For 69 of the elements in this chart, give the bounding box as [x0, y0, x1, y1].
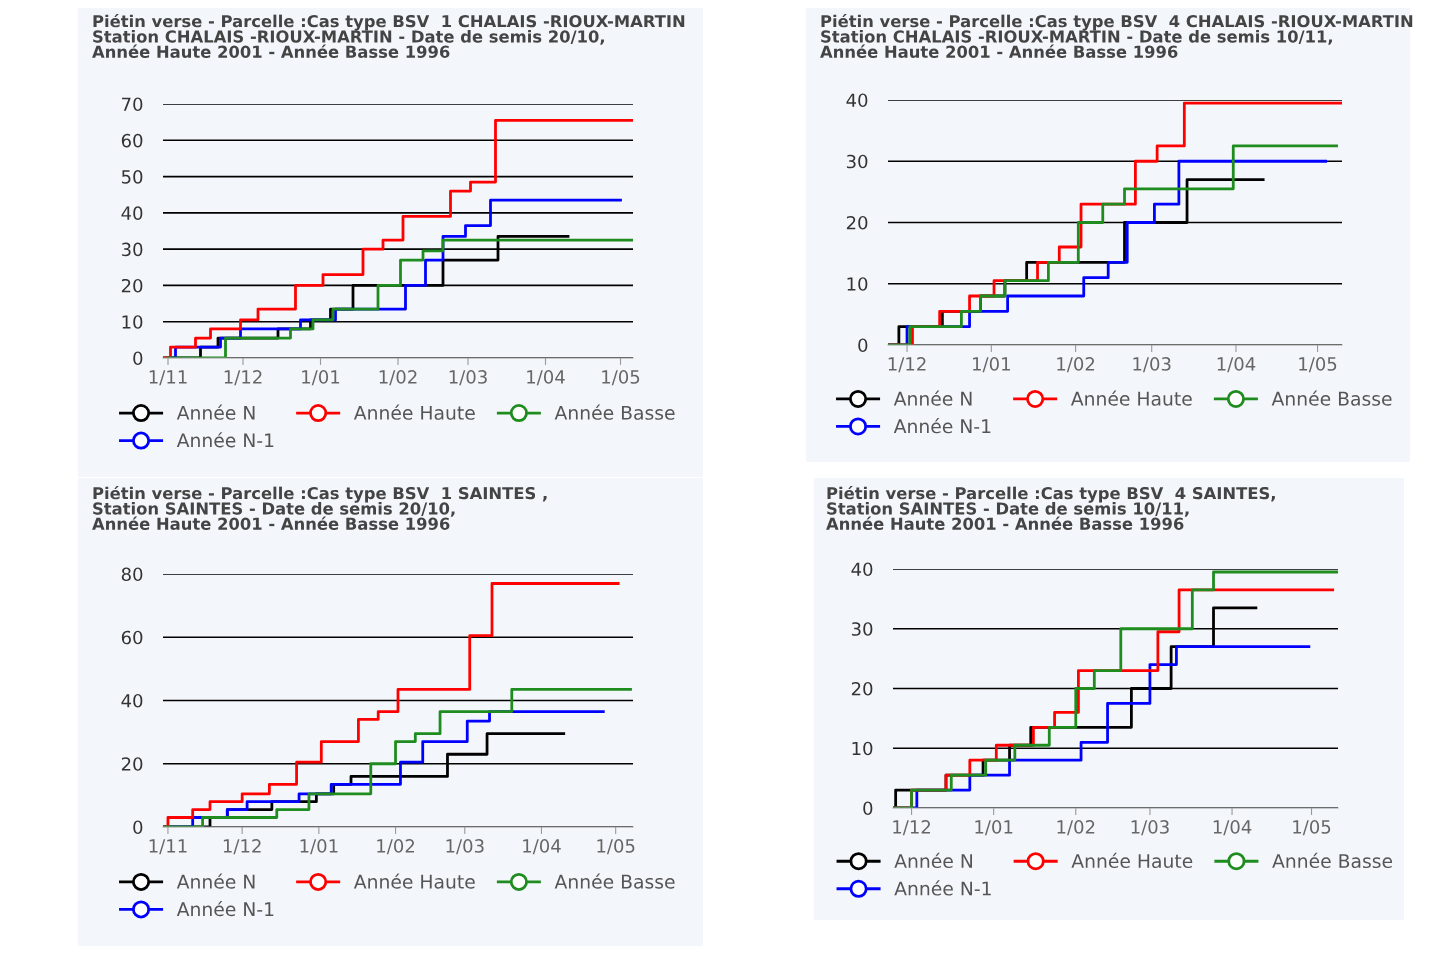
legend-label: Année N [893, 390, 972, 406]
x-tick-label: 1/01 [300, 839, 338, 855]
x-tick-label: 1/02 [379, 370, 417, 386]
legend-label: Année N [894, 852, 972, 869]
y-tick-label: 60 [121, 133, 143, 148]
x-tick-label: 1/02 [1057, 820, 1095, 836]
x-tick-label: 1/03 [449, 370, 487, 386]
y-tick-label: 0 [133, 820, 143, 835]
legend-label: Année Basse [554, 404, 675, 420]
x-tick-label: 1/02 [377, 839, 414, 855]
legend-label: Année Basse [1271, 390, 1392, 406]
x-tick-label: 1/04 [1213, 820, 1252, 836]
y-tick-label: 60 [121, 630, 143, 645]
y-tick-label: 0 [133, 351, 143, 366]
chart-title: Piétin verse - Parcelle :Cas type BSV 1 CHALAIS -RIOUX-MARTIN Station CHALAIS -RIOUX-MARTIN - Date de semis 20/10, Année Haute 2001 - Année Basse 1996 [92, 14, 685, 58]
y-tick-label: 10 [847, 277, 868, 291]
legend-label: Année N-1 [893, 418, 991, 434]
legend-label: Année Basse [554, 873, 675, 889]
y-tick-label: 0 [858, 338, 868, 353]
legend-label: Année N [176, 404, 255, 420]
y-tick-label: 20 [846, 215, 868, 230]
legend-label: Année Haute [353, 873, 475, 889]
x-tick-label: 1/05 [1299, 357, 1337, 373]
x-tick-label: 1/11 [149, 839, 187, 855]
x-tick-label: 1/05 [1293, 820, 1331, 836]
x-tick-label: 1/01 [302, 370, 340, 386]
y-tick-label: 80 [121, 567, 143, 582]
x-tick-label: 1/04 [527, 370, 565, 386]
x-tick-label: 1/05 [602, 370, 640, 386]
y-tick-label: 50 [121, 170, 143, 184]
y-tick-label: 40 [121, 693, 143, 708]
y-tick-label: 30 [851, 622, 873, 636]
legend-label: Année Basse [1272, 852, 1393, 869]
y-tick-label: 40 [846, 93, 868, 108]
x-tick-label: 1/01 [973, 357, 1010, 373]
y-tick-label: 20 [121, 757, 143, 771]
x-tick-label: 1/12 [223, 839, 261, 855]
x-tick-label: 1/05 [597, 839, 635, 855]
y-tick-label: 20 [121, 278, 143, 293]
legend-label: Année Haute [1071, 852, 1193, 869]
x-tick-label: 1/12 [893, 820, 931, 836]
x-tick-label: 1/12 [224, 370, 262, 386]
x-tick-label: 1/03 [446, 839, 484, 855]
x-tick-label: 1/03 [1133, 357, 1171, 373]
y-tick-label: 70 [122, 97, 143, 112]
x-tick-label: 1/02 [1057, 357, 1095, 373]
chart-title: Piétin verse - Parcelle :Cas type BSV 4 CHALAIS -RIOUX-MARTIN Station CHALAIS -RIOUX-MARTIN - Date de semis 10/11, Année Haute 2001 - Année Basse 1996 [820, 14, 1413, 58]
y-tick-label: 30 [846, 154, 868, 169]
x-tick-label: 1/01 [975, 820, 1013, 836]
y-tick-label: 0 [863, 801, 873, 816]
y-tick-label: 10 [852, 741, 873, 756]
y-tick-label: 20 [851, 681, 873, 696]
chart-title: Piétin verse - Parcelle :Cas type BSV 1 SAINTES , Station SAINTES - Date de semis 20/10, Année Haute 2001 - Année Basse 1996 [92, 486, 547, 530]
legend-label: Année N-1 [176, 432, 274, 448]
y-tick-label: 30 [121, 242, 143, 257]
y-tick-label: 40 [121, 206, 143, 220]
legend-label: Année N-1 [176, 901, 274, 917]
x-tick-label: 1/12 [888, 357, 926, 373]
y-tick-label: 40 [851, 562, 873, 577]
legend-label: Année Haute [353, 404, 475, 420]
x-tick-label: 1/04 [523, 839, 561, 855]
legend-label: Année Haute [1070, 390, 1192, 406]
x-tick-label: 1/04 [1217, 357, 1256, 373]
x-tick-label: 1/03 [1131, 820, 1169, 836]
x-tick-label: 1/11 [149, 370, 187, 386]
chart-title: Piétin verse - Parcelle :Cas type BSV 4 SAINTES, Station SAINTES - Date de semis 10/11, Année Haute 2001 - Année Basse 1996 [826, 486, 1275, 530]
legend-label: Année N [176, 873, 255, 889]
legend-label: Année N-1 [894, 880, 991, 896]
y-tick-label: 10 [122, 315, 143, 329]
